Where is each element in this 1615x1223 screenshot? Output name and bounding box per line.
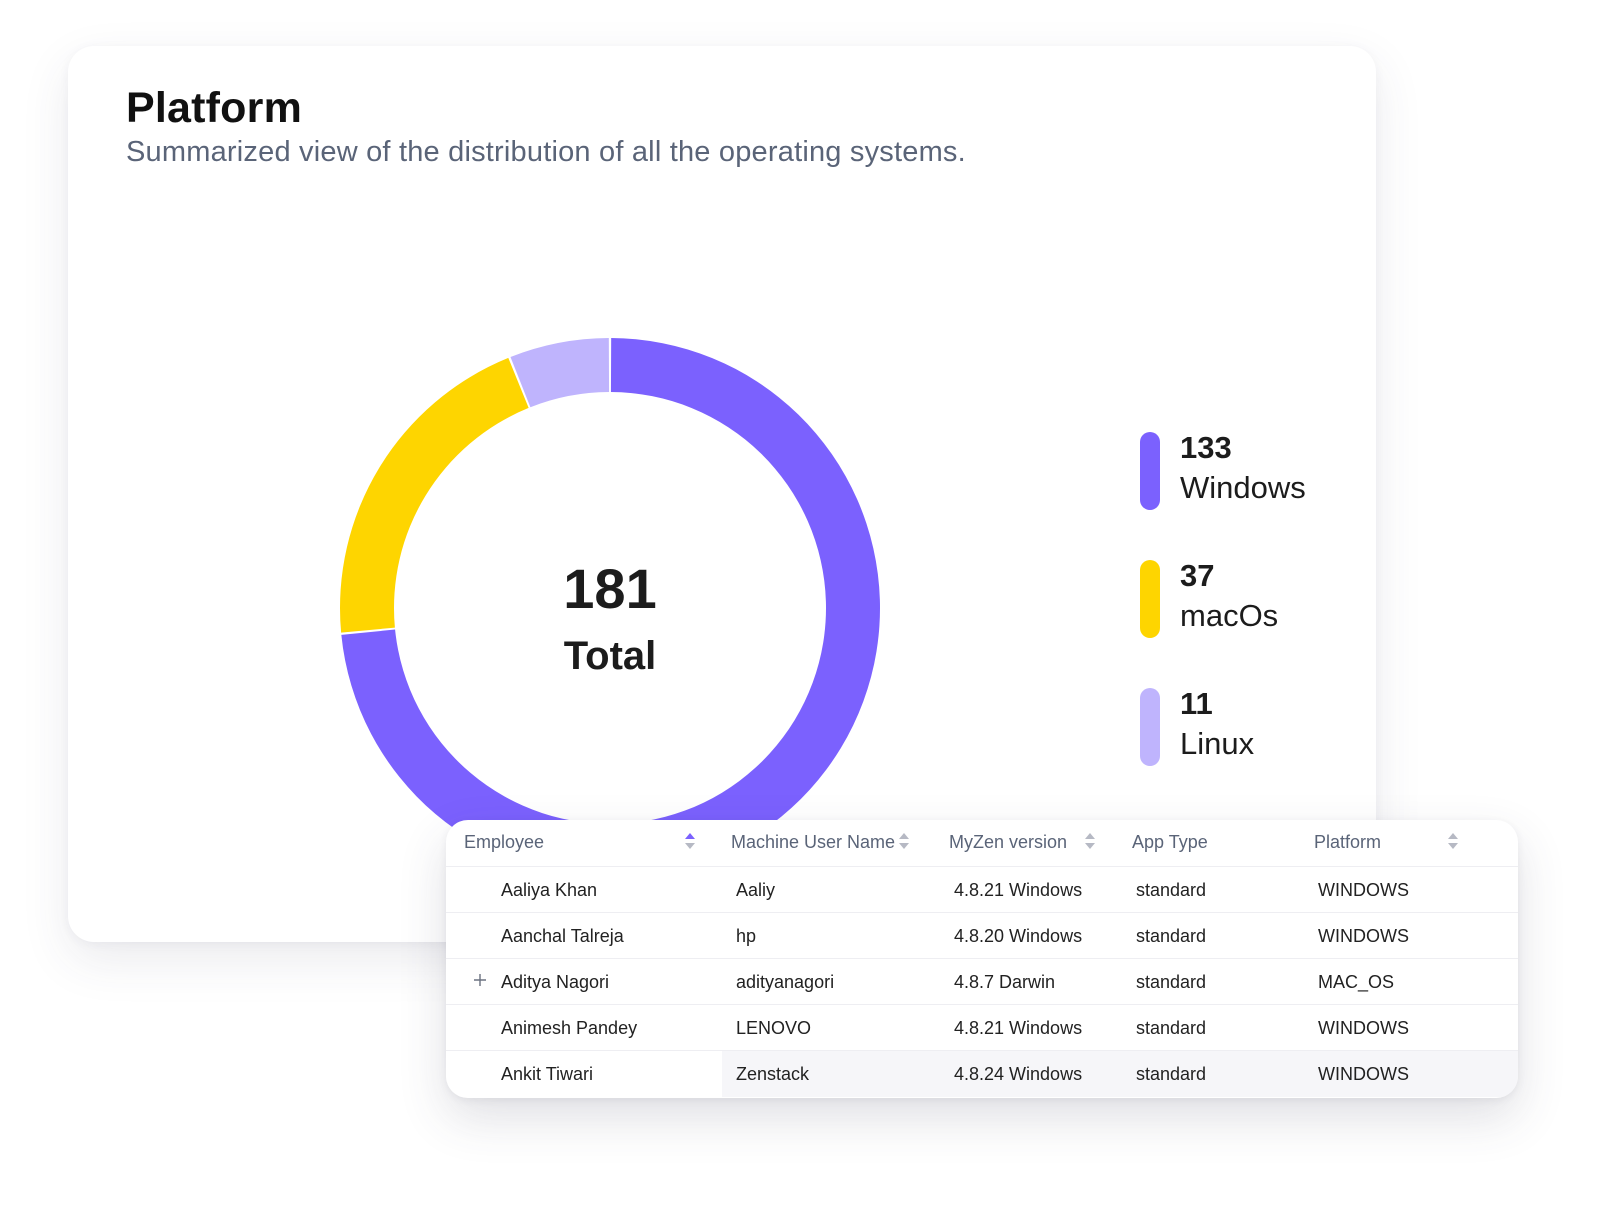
column-header-machine-user-name[interactable]: Machine User Name [731,832,896,852]
cell-platform: WINDOWS [1318,880,1409,900]
sort-icon[interactable] [684,831,696,851]
sort-icon[interactable] [1084,831,1096,851]
cell-employee: Aanchal Talreja [501,926,624,946]
donut-slice-macos [340,357,529,633]
platform-card: Platform Summarized view of the distribu… [68,46,1376,942]
sort-icon[interactable] [1447,831,1459,851]
donut-total-value: 181 [563,557,657,620]
cell-version: 4.8.7 Darwin [954,972,1056,992]
legend-label-macos: macOs [1180,598,1279,633]
table-row[interactable]: Aaliya Khan Aaliy 4.8.21 Windows standar… [446,866,1518,913]
card-subtitle: Summarized view of the distribution of a… [126,136,966,168]
table-row[interactable]: Aanchal Talreja hp 4.8.20 Windows standa… [446,912,1518,959]
sort-icon[interactable] [898,831,910,851]
cell-platform: MAC_OS [1318,972,1395,992]
legend-value-linux: 11 [1180,686,1213,721]
legend-swatch-macos [1140,560,1160,638]
table-row[interactable]: Animesh Pandey LENOVO 4.8.21 Windows sta… [446,1004,1518,1051]
cell-platform: WINDOWS [1318,1064,1409,1084]
expand-plus-icon[interactable] [472,972,488,988]
cell-employee: Animesh Pandey [501,1018,638,1038]
cell-app-type: standard [1136,880,1207,900]
legend-item-windows: 133 Windows [1140,430,1370,510]
legend-swatch-linux [1140,688,1160,766]
donut-total-label: Total [563,634,657,678]
cell-app-type: standard [1136,1018,1207,1038]
legend-value-windows: 133 [1180,430,1232,465]
employee-table: Employee Machine User Name MyZen version… [446,820,1518,1098]
legend-label-windows: Windows [1180,470,1306,505]
table-header: Employee Machine User Name MyZen version… [446,820,1518,866]
legend-swatch-windows [1140,432,1160,510]
legend-item-linux: 11 Linux [1140,686,1370,766]
donut-chart [340,338,880,878]
cell-version: 4.8.24 Windows [954,1064,1083,1084]
cell-employee: Aditya Nagori [501,972,610,992]
cell-employee: Aaliya Khan [501,880,598,900]
cell-app-type: standard [1136,1064,1207,1084]
legend-item-macos: 37 macOs [1140,558,1370,638]
cell-platform: WINDOWS [1318,926,1409,946]
legend-value-macos: 37 [1180,558,1215,593]
legend-label-linux: Linux [1180,726,1255,761]
column-header-platform[interactable]: Platform [1314,832,1382,852]
cell-version: 4.8.21 Windows [954,880,1083,900]
cell-app-type: standard [1136,926,1207,946]
table-row[interactable]: Aditya Nagori adityanagori 4.8.7 Darwin … [446,958,1518,1005]
cell-machine-user: Zenstack [736,1064,810,1084]
cell-version: 4.8.20 Windows [954,926,1083,946]
card-title: Platform [126,84,303,132]
cell-machine-user: Aaliy [736,880,776,900]
cell-platform: WINDOWS [1318,1018,1409,1038]
cell-machine-user: hp [736,926,757,946]
cell-version: 4.8.21 Windows [954,1018,1083,1038]
column-header-myzen-version[interactable]: MyZen version [949,832,1068,852]
donut-slice-linux [510,338,610,408]
column-header-employee[interactable]: Employee [464,832,545,852]
cell-app-type: standard [1136,972,1207,992]
cell-machine-user: adityanagori [736,972,835,992]
column-header-app-type[interactable]: App Type [1132,832,1208,852]
table-row[interactable]: Ankit Tiwari Zenstack 4.8.24 Windows sta… [446,1050,1518,1097]
cell-employee: Ankit Tiwari [501,1064,594,1084]
chart-legend: 133 Windows 37 macOs 11 Linux [1140,430,1370,814]
cell-machine-user: LENOVO [736,1018,812,1038]
